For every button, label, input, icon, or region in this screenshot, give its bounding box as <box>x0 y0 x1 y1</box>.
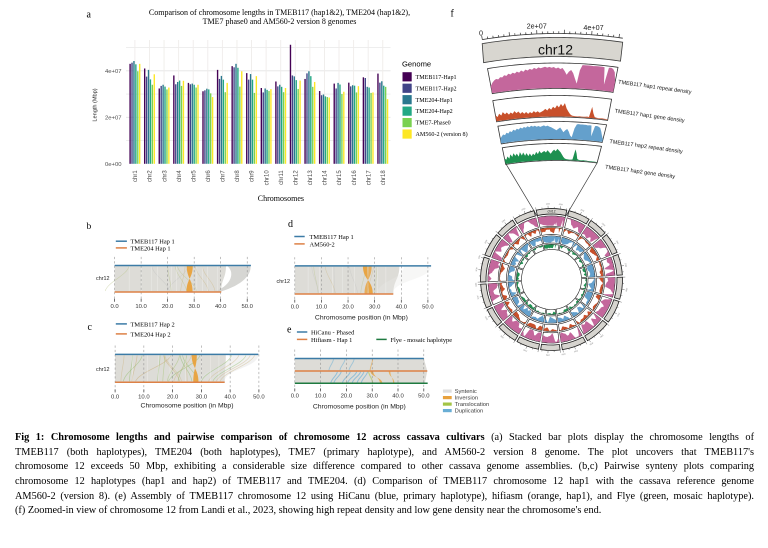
svg-text:Inversion: Inversion <box>455 396 479 402</box>
svg-text:20.0: 20.0 <box>341 393 353 399</box>
svg-text:Flye - mosaic haplotype: Flye - mosaic haplotype <box>391 337 453 344</box>
svg-text:40.0: 40.0 <box>224 394 236 400</box>
svg-text:AM560-2: AM560-2 <box>310 241 335 248</box>
svg-text:TMEB117-Hap2: TMEB117-Hap2 <box>416 86 457 92</box>
svg-text:e: e <box>287 325 292 336</box>
svg-text:chr6: chr6 <box>206 170 212 182</box>
svg-text:0.0: 0.0 <box>111 394 120 400</box>
svg-text:chr12: chr12 <box>96 367 110 373</box>
svg-text:chr9: chr9 <box>250 170 256 182</box>
svg-text:chr18: chr18 <box>381 170 387 186</box>
svg-text:Length (Mbp): Length (Mbp) <box>93 88 99 121</box>
svg-text:chr1: chr1 <box>133 170 139 182</box>
svg-text:TME204 Hap 1: TME204 Hap 1 <box>131 245 171 252</box>
svg-text:10.0: 10.0 <box>316 305 328 311</box>
svg-text:40.0: 40.0 <box>215 304 227 310</box>
svg-text:50.0: 50.0 <box>241 304 253 310</box>
svg-text:40.0: 40.0 <box>396 305 408 311</box>
svg-text:Syntenic: Syntenic <box>455 389 477 395</box>
svg-text:chr3: chr3 <box>162 170 168 182</box>
svg-text:50.0: 50.0 <box>422 305 434 311</box>
svg-text:chr17: chr17 <box>366 170 372 186</box>
svg-text:b: b <box>87 222 92 232</box>
svg-text:20.0: 20.0 <box>167 394 179 400</box>
svg-text:50.0: 50.0 <box>253 394 265 400</box>
svg-text:30.0: 30.0 <box>369 305 381 311</box>
svg-text:chr4: chr4 <box>177 170 183 182</box>
svg-text:chr8: chr8 <box>235 170 241 182</box>
svg-text:chr16: chr16 <box>352 170 358 186</box>
svg-text:chr12: chr12 <box>277 279 291 285</box>
svg-text:2e+07: 2e+07 <box>527 22 547 31</box>
svg-text:4e+07: 4e+07 <box>583 23 603 32</box>
svg-text:30.0: 30.0 <box>188 304 200 310</box>
svg-text:a: a <box>87 10 92 21</box>
svg-text:TME7-Phase0: TME7-Phase0 <box>416 121 451 127</box>
svg-text:chr5: chr5 <box>191 170 197 182</box>
svg-text:0.0: 0.0 <box>291 393 300 399</box>
svg-text:TMEB117-Hap1: TMEB117-Hap1 <box>416 75 457 81</box>
svg-text:TMEB117 Hap 1: TMEB117 Hap 1 <box>310 234 354 241</box>
svg-text:20.0: 20.0 <box>342 305 354 311</box>
svg-text:20.0: 20.0 <box>162 304 174 310</box>
svg-text:0e+00: 0e+00 <box>105 162 122 168</box>
svg-text:Chromosomes: Chromosomes <box>258 194 304 203</box>
svg-text:chr12: chr12 <box>96 276 110 282</box>
svg-text:30.0: 30.0 <box>196 394 208 400</box>
svg-text:10.0: 10.0 <box>315 393 327 399</box>
svg-text:30.0: 30.0 <box>366 393 378 399</box>
svg-text:chr13: chr13 <box>308 170 314 186</box>
svg-text:TME7 phase0 and AM560-2 versio: TME7 phase0 and AM560-2 version 8 genome… <box>203 17 357 26</box>
svg-text:Chromosome position (in Mbp): Chromosome position (in Mbp) <box>141 403 234 410</box>
svg-text:40M: 40M <box>476 282 478 286</box>
svg-text:chr12: chr12 <box>548 210 556 214</box>
svg-text:chr12: chr12 <box>538 42 573 58</box>
svg-text:chr12: chr12 <box>293 170 299 186</box>
svg-text:2e+07: 2e+07 <box>105 115 122 121</box>
svg-text:40.0: 40.0 <box>392 393 404 399</box>
svg-text:chr2: chr2 <box>148 170 154 182</box>
svg-text:Hifiasm - Hap 1: Hifiasm - Hap 1 <box>311 337 352 344</box>
svg-text:AM560-2 (version 8): AM560-2 (version 8) <box>416 131 468 138</box>
svg-text:TME204-Hap2: TME204-Hap2 <box>416 109 453 115</box>
svg-text:chr11: chr11 <box>279 170 285 185</box>
svg-text:TMEB117 Hap 2: TMEB117 Hap 2 <box>131 321 175 328</box>
svg-text:Genome: Genome <box>402 60 431 69</box>
svg-text:chr10: chr10 <box>264 170 270 186</box>
svg-text:chr14: chr14 <box>323 170 329 186</box>
svg-text:Translocation: Translocation <box>455 402 490 408</box>
svg-text:20M: 20M <box>546 203 550 205</box>
svg-text:0.0: 0.0 <box>291 305 300 311</box>
svg-text:TME204-Hap1: TME204-Hap1 <box>416 98 453 104</box>
svg-text:TME204 Hap 2: TME204 Hap 2 <box>131 331 171 338</box>
svg-text:Chromosome position (in Mbp): Chromosome position (in Mbp) <box>315 315 408 322</box>
svg-text:50.0: 50.0 <box>418 393 430 399</box>
svg-text:c: c <box>88 322 93 333</box>
svg-text:4e+07: 4e+07 <box>105 69 122 75</box>
svg-text:Duplication: Duplication <box>455 409 484 415</box>
svg-text:20M: 20M <box>546 353 550 355</box>
svg-text:Chromosome position (in Mbp): Chromosome position (in Mbp) <box>313 404 406 411</box>
svg-text:d: d <box>288 219 293 230</box>
svg-text:0.0: 0.0 <box>110 304 119 310</box>
svg-text:chr15: chr15 <box>337 170 343 186</box>
svg-text:Comparison of chromosome lengt: Comparison of chromosome lengths in TMEB… <box>149 8 410 17</box>
svg-text:chr7: chr7 <box>221 170 227 182</box>
svg-text:HiCanu - Phased: HiCanu - Phased <box>311 330 355 337</box>
svg-text:0: 0 <box>479 29 483 38</box>
svg-text:10.0: 10.0 <box>135 304 147 310</box>
svg-text:10.0: 10.0 <box>138 394 150 400</box>
